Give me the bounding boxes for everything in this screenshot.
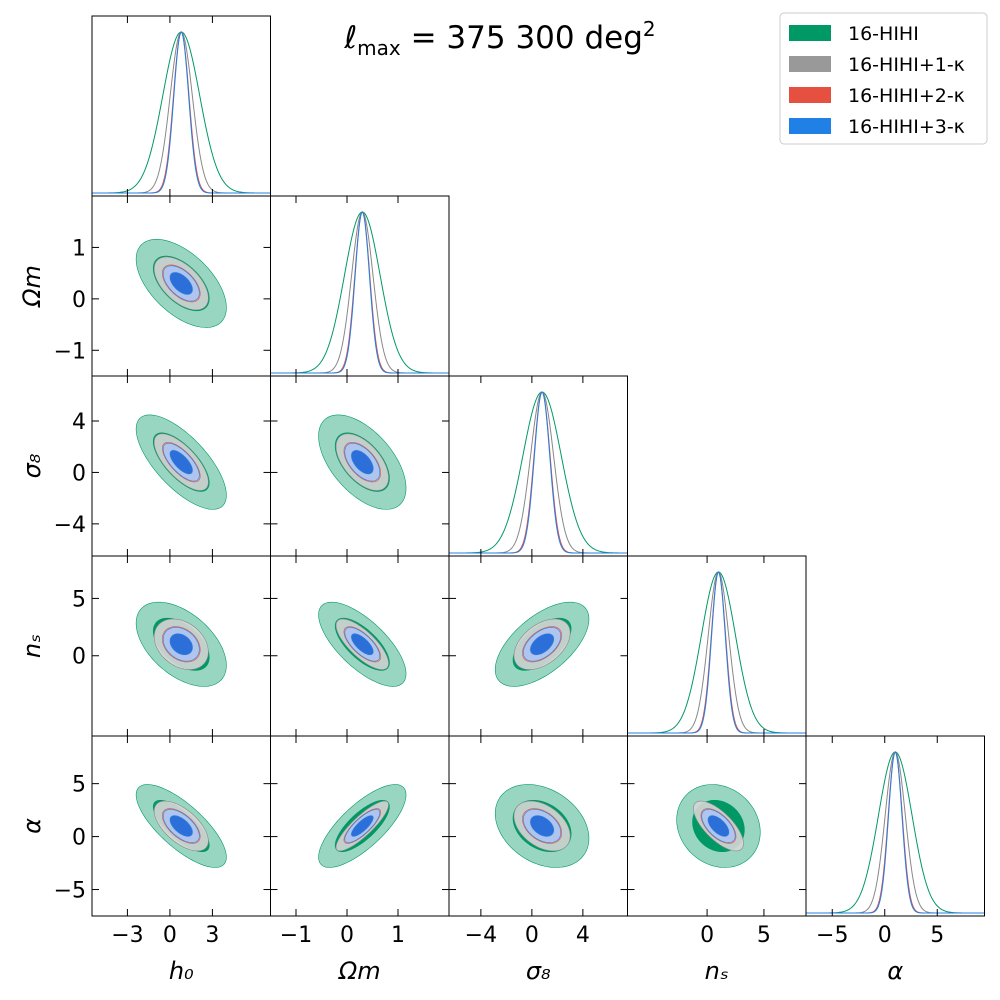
panel-alpha-alpha	[806, 751, 985, 914]
xtick-label-alpha: −5	[816, 923, 848, 948]
panel-alpha-n_s	[676, 784, 761, 868]
marginal-sigma8-series-1	[449, 391, 628, 554]
chart-title: ℓmax = 375 300 deg2	[343, 17, 655, 60]
ytick-label-n_s: 5	[72, 587, 86, 612]
legend-swatch-0	[789, 25, 831, 41]
ytick-label-alpha: 0	[72, 826, 86, 851]
marginal-n_s-series-1	[627, 571, 806, 734]
panel-n_s-h0	[135, 601, 227, 687]
panel-sigma8-Omega_m	[318, 414, 407, 510]
xaxis-label-sigma8: σ₈	[526, 957, 551, 985]
marginal-alpha-series-3	[806, 751, 985, 914]
xtick-label-sigma8: 4	[576, 923, 590, 948]
xtick-label-Omega_m: 0	[340, 923, 354, 948]
frame-h0-h0	[91, 15, 271, 197]
marginal-h0-series-2	[92, 31, 271, 194]
marginal-n_s-series-0	[627, 571, 806, 734]
legend: 16-HIHI 16-HIHI+1-κ 16-HIHI+2-κ 16-HIHI+3-κ	[779, 12, 988, 145]
xtick-label-Omega_m: −1	[280, 923, 312, 948]
legend-swatch-1	[789, 56, 831, 72]
xtick-label-Omega_m: 1	[391, 923, 405, 948]
contour-n_s-h0-series-3-inner	[169, 633, 193, 656]
contour-alpha-n_s-series-3-inner	[707, 815, 730, 837]
yaxis-label-alpha: α	[18, 818, 46, 834]
xtick-label-sigma8: −4	[465, 923, 497, 948]
legend-swatch-2	[789, 87, 831, 103]
panel-Omega_m-Omega_m	[270, 211, 449, 374]
panels-group: −3 0 3 h₀ −1 0 1 Ωm −4 0 4 σ₈ 0 5 nₛ −5 0 5 α −1 0 1 Ωm −4 0 4 σ₈ 0…	[18, 15, 985, 985]
ytick-label-Omega_m: −1	[54, 339, 86, 364]
marginal-alpha-series-0	[806, 751, 985, 914]
xaxis-label-alpha: α	[887, 957, 903, 985]
legend-frame	[779, 12, 988, 145]
panel-h0-h0	[92, 31, 271, 194]
marginal-sigma8-series-2	[449, 391, 628, 554]
contour-n_s-sigma8-series-3-inner	[530, 633, 555, 656]
ytick-label-sigma8: 0	[72, 461, 86, 486]
xaxis-label-n_s: nₛ	[705, 957, 729, 985]
panel-Omega_m-h0	[135, 239, 227, 328]
xtick-label-n_s: 0	[700, 923, 714, 948]
yaxis-label-n_s: nₛ	[18, 634, 46, 658]
contour-sigma8-Omega_m-series-3-inner	[351, 450, 374, 475]
ytick-label-n_s: 0	[72, 645, 86, 670]
marginal-Omega_m-series-2	[270, 211, 449, 374]
yaxis-label-sigma8: σ₈	[18, 453, 46, 478]
contour-n_s-Omega_m-series-3-inner	[351, 633, 374, 656]
marginal-alpha-series-1	[806, 751, 985, 914]
panel-alpha-Omega_m	[318, 784, 407, 868]
xtick-label-h0: 3	[205, 923, 219, 948]
marginal-n_s-series-2	[627, 571, 806, 734]
ytick-label-alpha: 5	[72, 773, 86, 798]
legend-label-0: 16-HIHI	[848, 23, 919, 45]
panel-n_s-sigma8	[494, 601, 590, 687]
legend-label-2: 16-HIHI+2-κ	[848, 85, 965, 107]
ytick-label-Omega_m: 0	[72, 288, 86, 313]
marginal-h0-series-1	[92, 31, 271, 194]
legend-label-1: 16-HIHI+1-κ	[848, 54, 965, 76]
xtick-label-alpha: 5	[930, 923, 944, 948]
xtick-label-h0: 0	[163, 923, 177, 948]
marginal-h0-series-0	[92, 31, 271, 194]
contour-alpha-sigma8-series-3-inner	[530, 815, 555, 837]
panel-alpha-h0	[135, 784, 227, 868]
marginal-sigma8-series-3	[449, 391, 628, 554]
ytick-label-sigma8: −4	[54, 513, 86, 538]
marginal-h0-series-3	[92, 31, 271, 194]
marginal-Omega_m-series-0	[270, 211, 449, 374]
ytick-label-Omega_m: 1	[72, 236, 86, 261]
xtick-label-n_s: 5	[757, 923, 771, 948]
panel-sigma8-sigma8	[449, 391, 628, 554]
xaxis-label-h0: h₀	[169, 957, 194, 985]
ytick-label-alpha: −5	[54, 879, 86, 904]
xtick-label-h0: −3	[111, 923, 143, 948]
xtick-label-sigma8: 0	[525, 923, 539, 948]
legend-swatch-3	[789, 118, 831, 134]
xtick-label-alpha: 0	[878, 923, 892, 948]
marginal-n_s-series-3	[627, 571, 806, 734]
marginal-Omega_m-series-1	[270, 211, 449, 374]
panel-alpha-sigma8	[494, 784, 590, 868]
marginal-sigma8-series-0	[449, 391, 628, 554]
contour-alpha-Omega_m-series-3-inner	[351, 815, 374, 837]
contour-sigma8-h0-series-3-inner	[169, 450, 193, 475]
ytick-label-sigma8: 4	[72, 410, 86, 435]
panel-n_s-Omega_m	[318, 601, 407, 687]
marginal-Omega_m-series-3	[270, 211, 449, 374]
legend-label-3: 16-HIHI+3-κ	[848, 116, 965, 138]
xaxis-label-Omega_m: Ωm	[338, 957, 381, 985]
yaxis-label-Omega_m: Ωm	[18, 265, 46, 308]
contour-alpha-h0-series-3-inner	[169, 815, 193, 837]
panel-sigma8-h0	[135, 414, 227, 510]
frame-n_s-n_s	[627, 555, 807, 737]
marginal-alpha-series-2	[806, 751, 985, 914]
contour-Omega_m-h0-series-3-inner	[169, 272, 193, 295]
frame-alpha-alpha	[805, 735, 985, 917]
panel-n_s-n_s	[627, 571, 806, 734]
